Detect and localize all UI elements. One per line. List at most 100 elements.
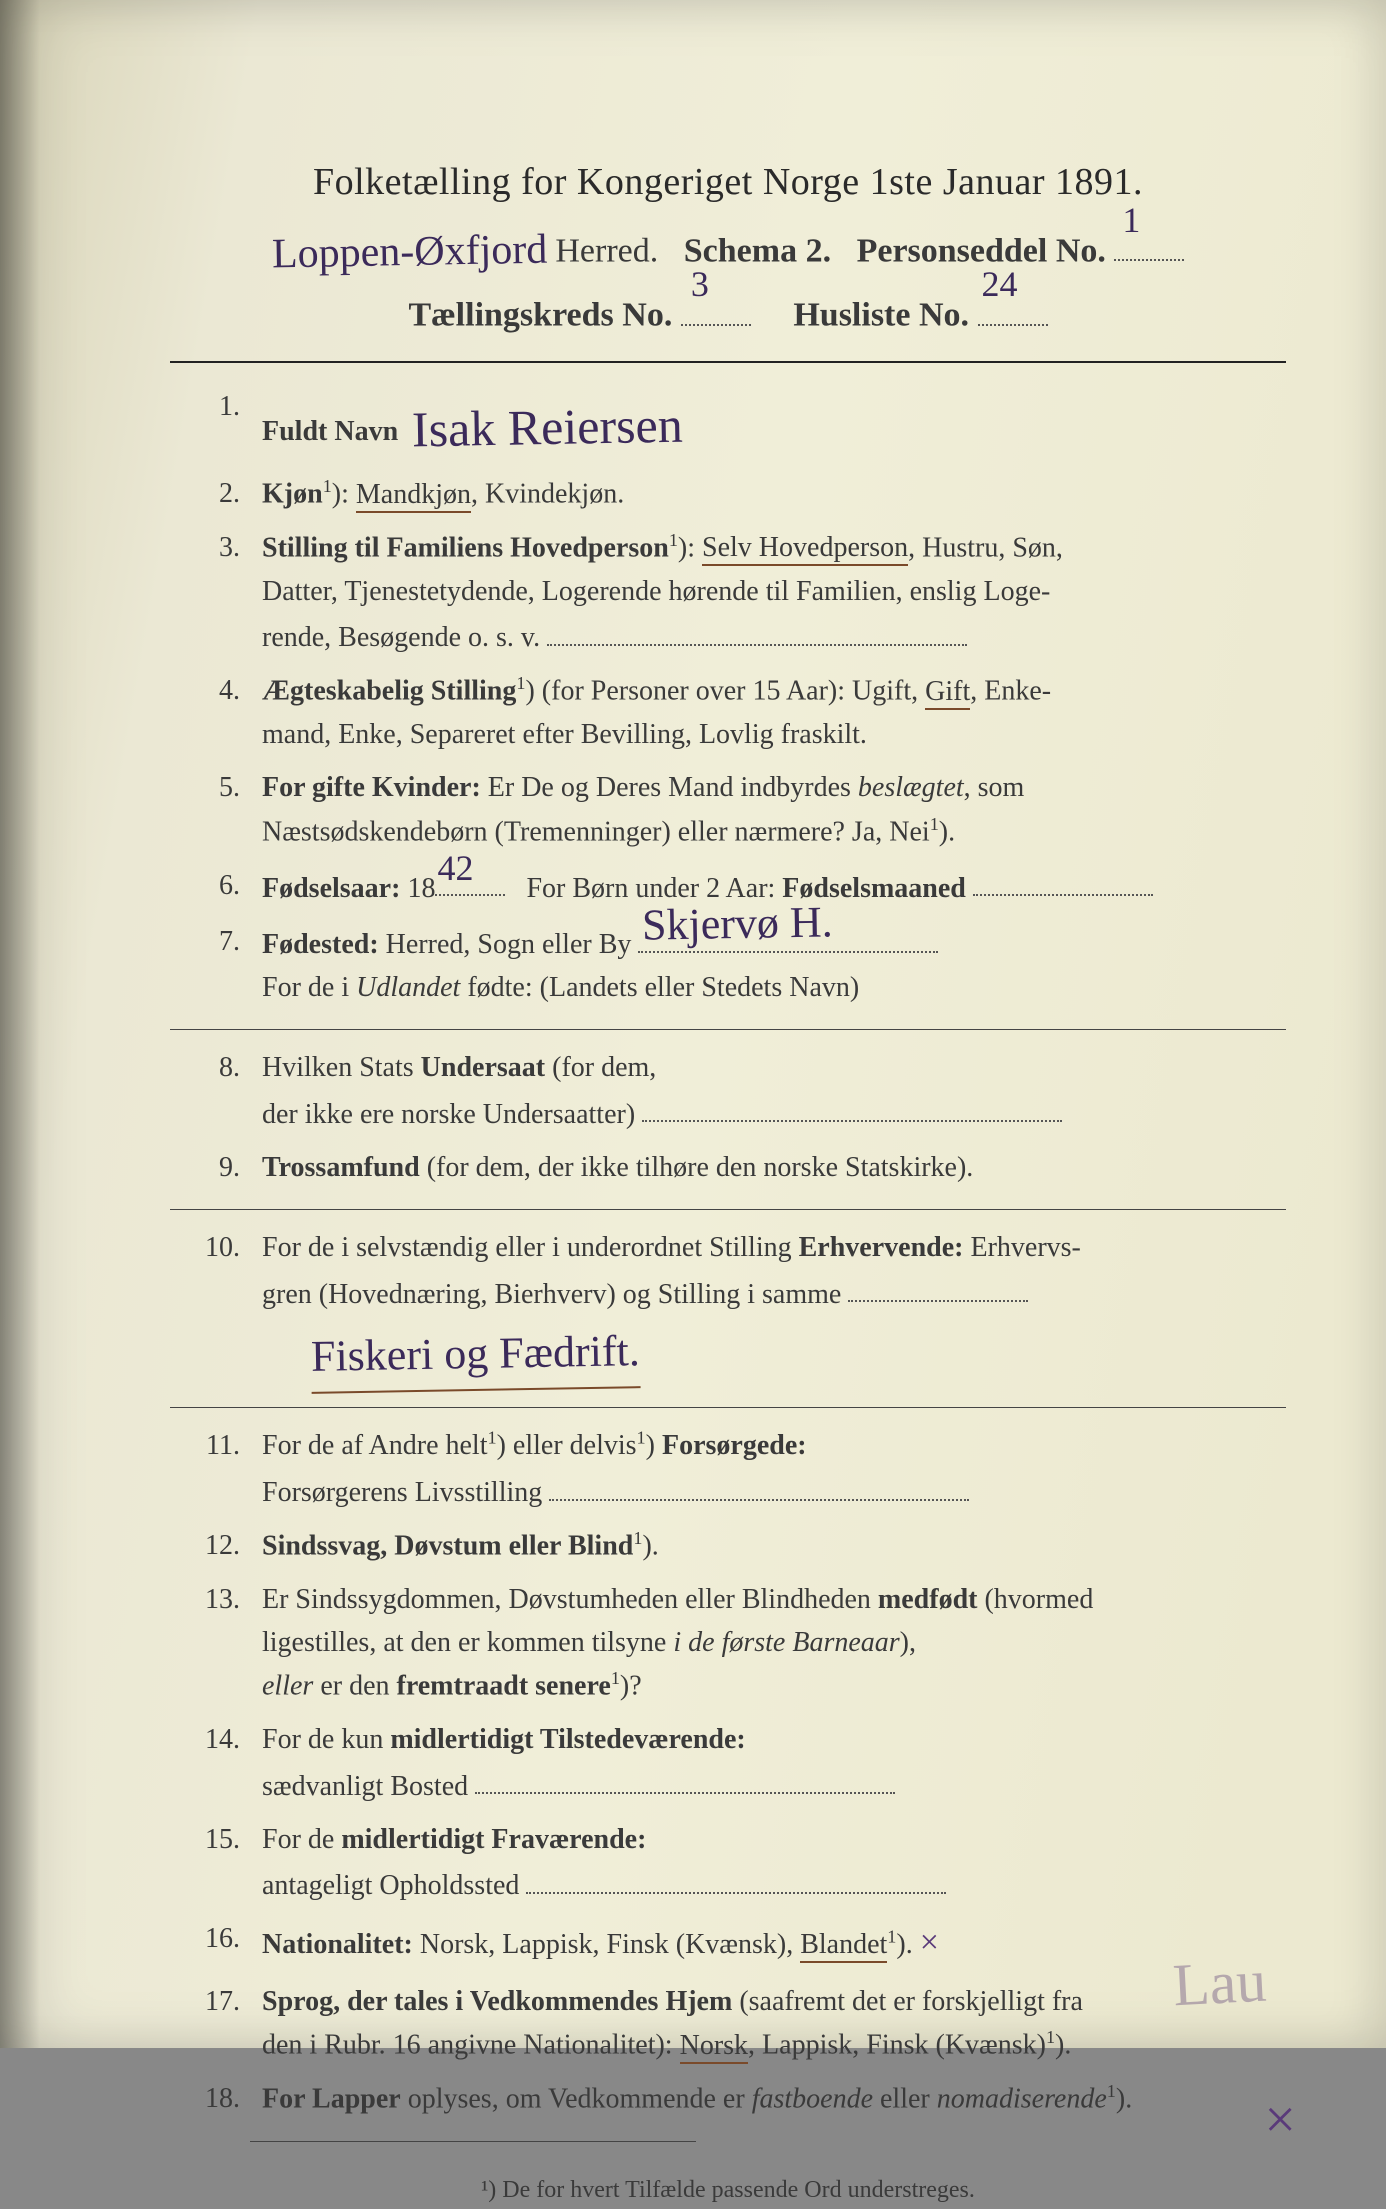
personseddel-no-value: 1	[1122, 199, 1140, 241]
q16-mark: ×	[920, 1917, 939, 1970]
kreds-no-field: 3	[681, 286, 751, 325]
q11-fill	[549, 1468, 969, 1501]
q8-line2: der ikke ere norske Undersaatter)	[262, 1098, 635, 1129]
q12-num: 12.	[170, 1524, 262, 1568]
personseddel-no-field: 1	[1114, 222, 1184, 261]
husliste-label: Husliste No.	[793, 297, 969, 334]
q9-label: Trossamfund	[262, 1152, 420, 1183]
q4-paren: (for Personer over 15 Aar):	[542, 676, 845, 707]
page-title: Folketælling for Kongeriget Norge 1ste J…	[170, 160, 1286, 204]
q5-line2: Næstsødskendebørn (Tremenninger) eller n…	[262, 816, 930, 847]
q15-fill	[526, 1861, 946, 1894]
q8-row: 8. Hvilken Stats Undersaat (for dem, der…	[170, 1046, 1286, 1136]
kreds-no-value: 3	[691, 263, 709, 305]
q4-opts2: mand, Enke, Separeret efter Bevilling, L…	[262, 719, 867, 750]
q6-year-field: 42	[435, 864, 505, 897]
q5-num: 5.	[170, 766, 262, 853]
q14-row: 14. For de kun midlertidigt Tilstedevære…	[170, 1718, 1286, 1808]
q12-text: Sindssvag, Døvstum eller Blind	[262, 1530, 633, 1561]
q6-month-field	[973, 864, 1153, 897]
q14-num: 14.	[170, 1718, 262, 1808]
q15-num: 15.	[170, 1818, 262, 1908]
q2-selected: Mandkjøn	[356, 479, 471, 513]
q11-num: 11.	[170, 1424, 262, 1514]
q13-line1: Er Sindssygdommen, Døvstumheden eller Bl…	[262, 1584, 1093, 1615]
q10-row: 10. For de i selvstændig eller i underor…	[170, 1226, 1286, 1387]
q7-value-field: Skjervø H.	[638, 920, 938, 953]
q9-rest: (for dem, der ikke tilhøre den norske St…	[427, 1152, 974, 1183]
q13-line3: eller er den fremtraadt senere	[262, 1671, 611, 1702]
q5-line1: Er De og Deres Mand indbyrdes beslægtet,…	[488, 772, 1025, 803]
q9-num: 9.	[170, 1146, 262, 1189]
q12-row: 12. Sindssvag, Døvstum eller Blind1).	[170, 1524, 1286, 1568]
header-line-3: Tællingskreds No. 3 Husliste No. 24	[170, 286, 1286, 334]
q14-line1: For de kun midlertidigt Tilstedeværende:	[262, 1724, 746, 1755]
q15-row: 15. For de midlertidigt Fraværende: anta…	[170, 1818, 1286, 1908]
header-rule	[170, 361, 1286, 363]
section-rule-3	[170, 1407, 1286, 1408]
q10-line2: gren (Hovednæring, Bierhverv) og Stillin…	[262, 1278, 841, 1309]
q7-opts: Herred, Sogn eller By	[386, 929, 632, 960]
q13-num: 13.	[170, 1578, 262, 1709]
q8-line1: Hvilken Stats Undersaat (for dem,	[262, 1052, 656, 1083]
q6-num: 6.	[170, 864, 262, 910]
q16-selected: Blandet	[800, 1929, 887, 1963]
footnote-rule	[250, 2141, 696, 2142]
q4-label: Ægteskabelig Stilling	[262, 676, 516, 707]
q8-num: 8.	[170, 1046, 262, 1136]
q4-num: 4.	[170, 669, 262, 756]
question-list: 1. Fuldt Navn Isak Reiersen 2. Kjøn1): M…	[170, 385, 1286, 2209]
q3-label: Stilling til Familiens Hovedperson	[262, 532, 669, 563]
q6-label: Fødselsaar:	[262, 872, 400, 903]
q9-row: 9. Trossamfund (for dem, der ikke tilhør…	[170, 1146, 1286, 1189]
q17-row: 17. Sprog, der tales i Vedkommendes Hjem…	[170, 1980, 1286, 2067]
q3-row: 3. Stilling til Familiens Hovedperson1):…	[170, 526, 1286, 659]
q11-line2: Forsørgerens Livsstilling	[262, 1477, 542, 1508]
section-rule-1	[170, 1029, 1286, 1030]
q1-num: 1.	[170, 385, 262, 463]
q7-num: 7.	[170, 920, 262, 1010]
q16-num: 16.	[170, 1917, 262, 1970]
q1-value: Isak Reiersen	[412, 386, 684, 468]
q18-row: 18. For Lapper oplyses, om Vedkommende e…	[170, 2077, 1286, 2121]
herred-handwritten: Loppen-Øxfjord	[271, 226, 547, 279]
q3-fill	[547, 613, 967, 646]
q17-rest1: (saafremt det er forskjelligt fra	[739, 1986, 1083, 2017]
q1-row: 1. Fuldt Navn Isak Reiersen	[170, 385, 1286, 463]
footnote: ¹) De for hvert Tilfælde passende Ord un…	[170, 2172, 1286, 2209]
q3-line2: Datter, Tjenestetydende, Logerende høren…	[262, 576, 1050, 607]
q1-label: Fuldt Navn	[262, 416, 398, 447]
q7-value: Skjervø H.	[642, 888, 834, 960]
q5-row: 5. For gifte Kvinder: Er De og Deres Man…	[170, 766, 1286, 853]
q3-selected: Selv Hovedperson	[702, 532, 908, 566]
q4-selected: Gift	[925, 676, 970, 710]
q5-label: For gifte Kvinder:	[262, 772, 481, 803]
q16-row: 16. Nationalitet: Norsk, Lappisk, Finsk …	[170, 1917, 1286, 1970]
q6-prefix: 18	[407, 872, 435, 903]
q18-text: For Lapper oplyses, om Vedkommende er fa…	[262, 2083, 1107, 2114]
q10-line1: For de i selvstændig eller i underordnet…	[262, 1232, 1081, 1263]
q17-line2: den i Rubr. 16 angivne Nationalitet): No…	[262, 2030, 1046, 2064]
q7-row: 7. Fødested: Herred, Sogn eller By Skjer…	[170, 920, 1286, 1010]
kreds-label: Tællingskreds No.	[408, 297, 672, 334]
q2-num: 2.	[170, 472, 262, 516]
q18-corner-mark: ×	[1264, 2077, 1296, 2164]
q10-value: Fiskeri og Fædrift.	[310, 1317, 640, 1394]
q2-row: 2. Kjøn1): Mandkjøn, Kvindekjøn.	[170, 472, 1286, 516]
q15-line2: antageligt Opholdssted	[262, 1870, 519, 1901]
q14-line2: sædvanligt Bosted	[262, 1770, 468, 1801]
husliste-no-field: 24	[978, 286, 1048, 325]
q2-label: Kjøn	[262, 479, 323, 510]
q18-num: 18.	[170, 2077, 262, 2121]
q17-num: 17.	[170, 1980, 262, 2067]
corner-scribble: Lau	[1171, 1947, 1268, 2021]
q14-fill	[475, 1762, 895, 1795]
q3-line3: rende, Besøgende o. s. v.	[262, 622, 540, 653]
q7-label: Fødested:	[262, 929, 379, 960]
q16-label: Nationalitet:	[262, 1929, 413, 1960]
q13-line2: ligestilles, at den er kommen tilsyne i …	[262, 1627, 916, 1658]
q6-year-value: 42	[437, 841, 473, 897]
section-rule-2	[170, 1209, 1286, 1210]
q3-num: 3.	[170, 526, 262, 659]
q13-row: 13. Er Sindssygdommen, Døvstumheden elle…	[170, 1578, 1286, 1709]
